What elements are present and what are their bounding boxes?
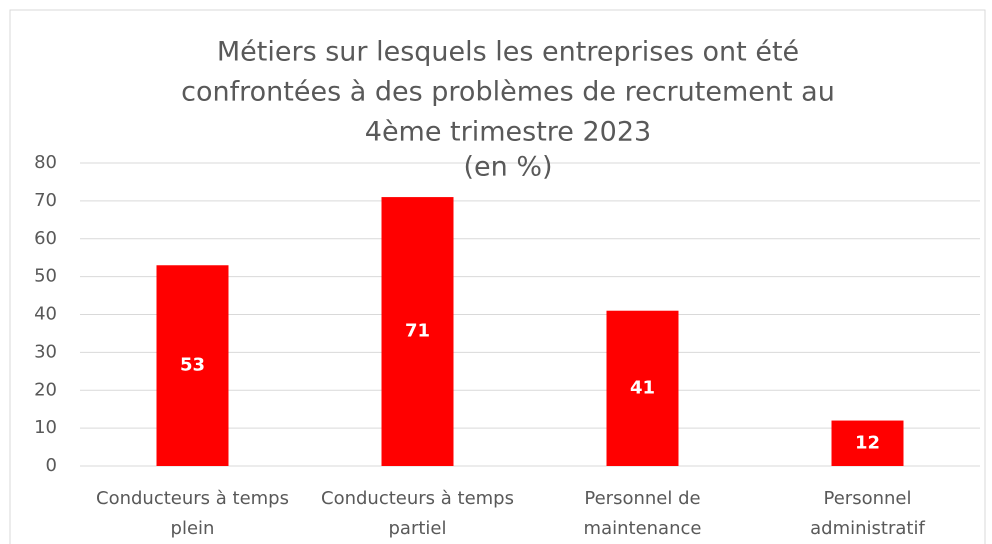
chart-title: Métiers sur lesquels les entreprises ont… [217,37,799,68]
data-label: 12 [855,432,880,453]
y-tick-label: 60 [34,228,57,249]
data-label: 53 [180,355,205,376]
x-tick-label: Personnel de [584,488,700,509]
y-tick-label: 30 [34,341,57,362]
data-label: 71 [405,321,430,342]
bar [606,310,679,466]
data-label: 41 [630,377,655,398]
y-tick-label: 20 [34,379,57,400]
x-tick-label: Conducteurs à temps [321,488,514,509]
y-tick-label: 0 [46,455,57,476]
x-tick-label: partiel [389,518,447,539]
y-tick-label: 40 [34,304,57,325]
x-tick-label: plein [171,518,215,539]
bar [831,420,904,466]
chart-subtitle: (en %) [463,152,552,183]
chart-title: 4ème trimestre 2023 [365,117,651,148]
y-tick-label: 10 [34,417,57,438]
x-tick-label: Personnel [824,488,912,509]
chart-title: confrontées à des problèmes de recruteme… [181,77,835,108]
bar [156,265,229,466]
x-tick-label: maintenance [584,518,702,539]
y-tick-label: 80 [34,152,57,173]
x-tick-label: Conducteurs à temps [96,488,289,509]
y-tick-label: 50 [34,266,57,287]
bar [381,197,454,466]
x-tick-label: administratif [810,518,925,539]
y-tick-label: 70 [34,190,57,211]
